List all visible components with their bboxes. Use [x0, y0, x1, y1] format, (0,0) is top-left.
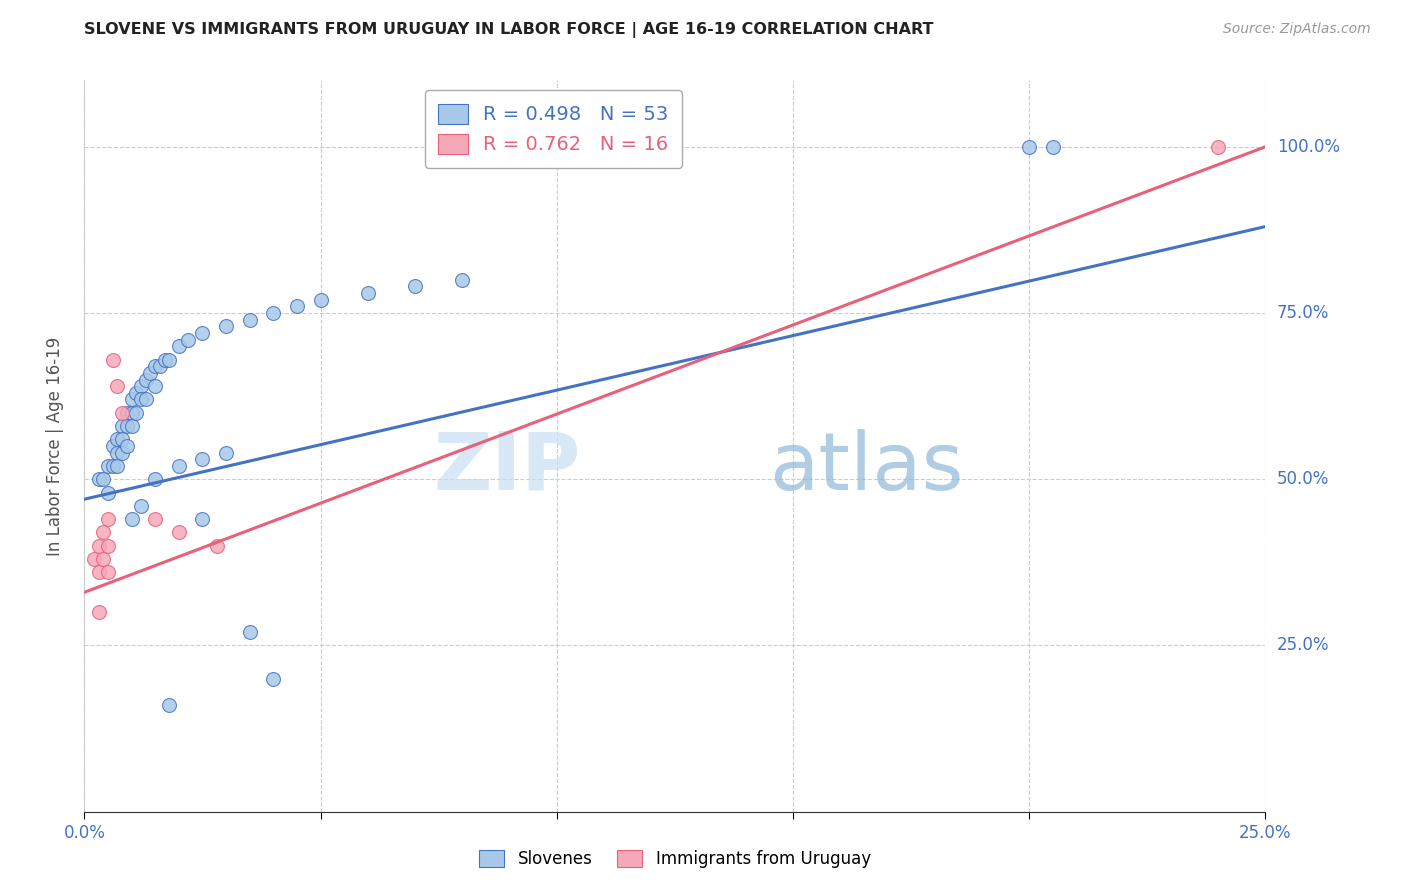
- Text: atlas: atlas: [769, 429, 963, 507]
- Text: 25.0%: 25.0%: [1277, 637, 1329, 655]
- Point: [121, 419, 143, 434]
- Point: [115, 406, 138, 420]
- Point: [1206, 140, 1229, 154]
- Point: [115, 419, 138, 434]
- Text: 100.0%: 100.0%: [1277, 137, 1340, 156]
- Text: SLOVENE VS IMMIGRANTS FROM URUGUAY IN LABOR FORCE | AGE 16-19 CORRELATION CHART: SLOVENE VS IMMIGRANTS FROM URUGUAY IN LA…: [84, 22, 934, 38]
- Point: [101, 439, 124, 453]
- Point: [115, 439, 138, 453]
- Text: Source: ZipAtlas.com: Source: ZipAtlas.com: [1223, 22, 1371, 37]
- Point: [91, 472, 114, 486]
- Point: [87, 472, 110, 486]
- Point: [239, 625, 262, 640]
- Point: [111, 406, 134, 420]
- Point: [215, 319, 238, 334]
- Point: [357, 286, 380, 301]
- Point: [121, 512, 143, 526]
- Point: [139, 366, 162, 380]
- Point: [121, 406, 143, 420]
- Point: [135, 372, 157, 386]
- Point: [262, 306, 284, 320]
- Point: [101, 352, 124, 367]
- Point: [191, 326, 214, 340]
- Point: [121, 392, 143, 407]
- Point: [107, 445, 129, 459]
- Text: 75.0%: 75.0%: [1277, 304, 1329, 322]
- Point: [309, 293, 332, 307]
- Point: [107, 433, 129, 447]
- Point: [87, 566, 110, 580]
- Point: [143, 379, 166, 393]
- Point: [101, 458, 124, 473]
- Point: [97, 566, 120, 580]
- Point: [215, 445, 238, 459]
- Point: [91, 552, 114, 566]
- Point: [285, 299, 308, 313]
- Point: [191, 512, 214, 526]
- Point: [153, 352, 176, 367]
- Point: [167, 458, 190, 473]
- Point: [157, 352, 180, 367]
- Point: [177, 333, 200, 347]
- Point: [91, 525, 114, 540]
- Point: [111, 419, 134, 434]
- Point: [143, 512, 166, 526]
- Point: [107, 458, 129, 473]
- Point: [191, 452, 214, 467]
- Point: [111, 445, 134, 459]
- Point: [1042, 140, 1064, 154]
- Point: [97, 539, 120, 553]
- Point: [129, 379, 152, 393]
- Point: [111, 433, 134, 447]
- Point: [97, 458, 120, 473]
- Point: [239, 312, 262, 326]
- Point: [83, 552, 105, 566]
- Point: [262, 672, 284, 686]
- Point: [125, 406, 148, 420]
- Point: [143, 472, 166, 486]
- Point: [135, 392, 157, 407]
- Point: [143, 359, 166, 374]
- Point: [167, 525, 190, 540]
- Point: [107, 379, 129, 393]
- Legend: Slovenes, Immigrants from Uruguay: Slovenes, Immigrants from Uruguay: [472, 843, 877, 875]
- Point: [404, 279, 426, 293]
- Point: [205, 539, 228, 553]
- Point: [87, 605, 110, 619]
- Point: [129, 499, 152, 513]
- Text: ZIP: ZIP: [433, 429, 581, 507]
- Point: [1018, 140, 1040, 154]
- Point: [451, 273, 474, 287]
- Y-axis label: In Labor Force | Age 16-19: In Labor Force | Age 16-19: [45, 336, 63, 556]
- Point: [97, 512, 120, 526]
- Point: [149, 359, 172, 374]
- Text: 50.0%: 50.0%: [1277, 470, 1329, 488]
- Point: [129, 392, 152, 407]
- Legend: R = 0.498   N = 53, R = 0.762   N = 16: R = 0.498 N = 53, R = 0.762 N = 16: [425, 90, 682, 168]
- Point: [87, 539, 110, 553]
- Point: [125, 385, 148, 400]
- Point: [157, 698, 180, 713]
- Point: [167, 339, 190, 353]
- Point: [97, 485, 120, 500]
